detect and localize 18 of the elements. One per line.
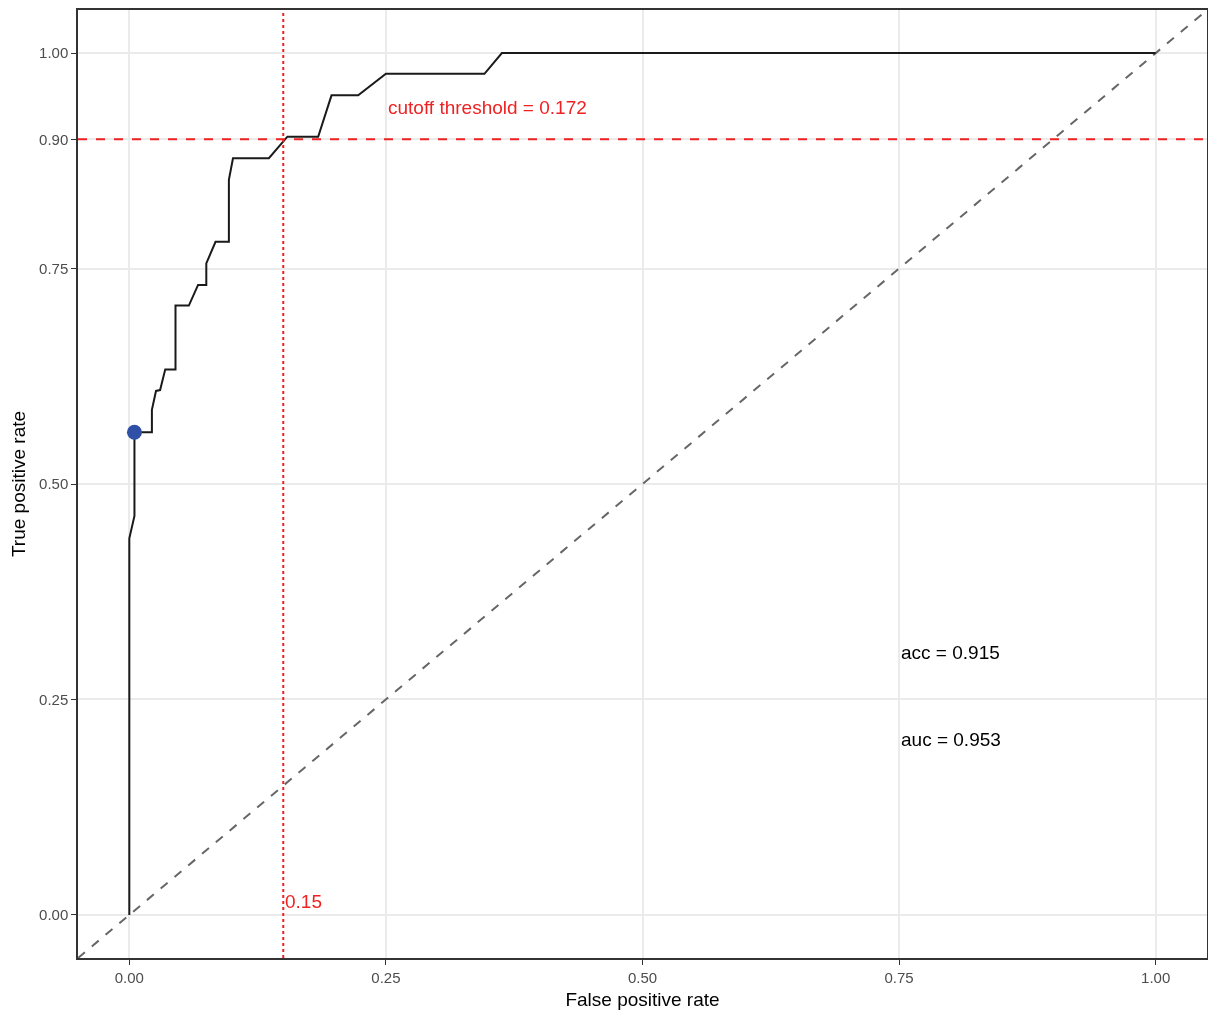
x-tick-label: 0.25: [371, 968, 401, 986]
x-tick-label: 0.75: [884, 968, 914, 986]
y-tick-label: 0.00: [39, 906, 69, 924]
y-axis-title: True positive rate: [8, 410, 30, 558]
y-tick-label: 0.75: [39, 259, 69, 277]
annotation: auc = 0.953: [901, 729, 1001, 750]
x-tick-label: 1.00: [1141, 968, 1171, 986]
annotation: cutoff threshold = 0.172: [388, 97, 587, 118]
x-axis-title: False positive rate: [565, 989, 720, 1011]
line-series: [128, 52, 1157, 916]
x-tick-label: 0.00: [114, 968, 144, 986]
y-tick-label: 0.50: [39, 475, 69, 493]
ref-line-label: 0.15: [285, 891, 322, 912]
annotation: acc = 0.915: [901, 642, 1000, 663]
x-tick-label: 0.50: [627, 968, 658, 986]
y-tick-label: 1.00: [39, 44, 69, 62]
y-tick-label: 0.90: [39, 130, 69, 148]
y-tick-label: 0.25: [39, 690, 69, 708]
